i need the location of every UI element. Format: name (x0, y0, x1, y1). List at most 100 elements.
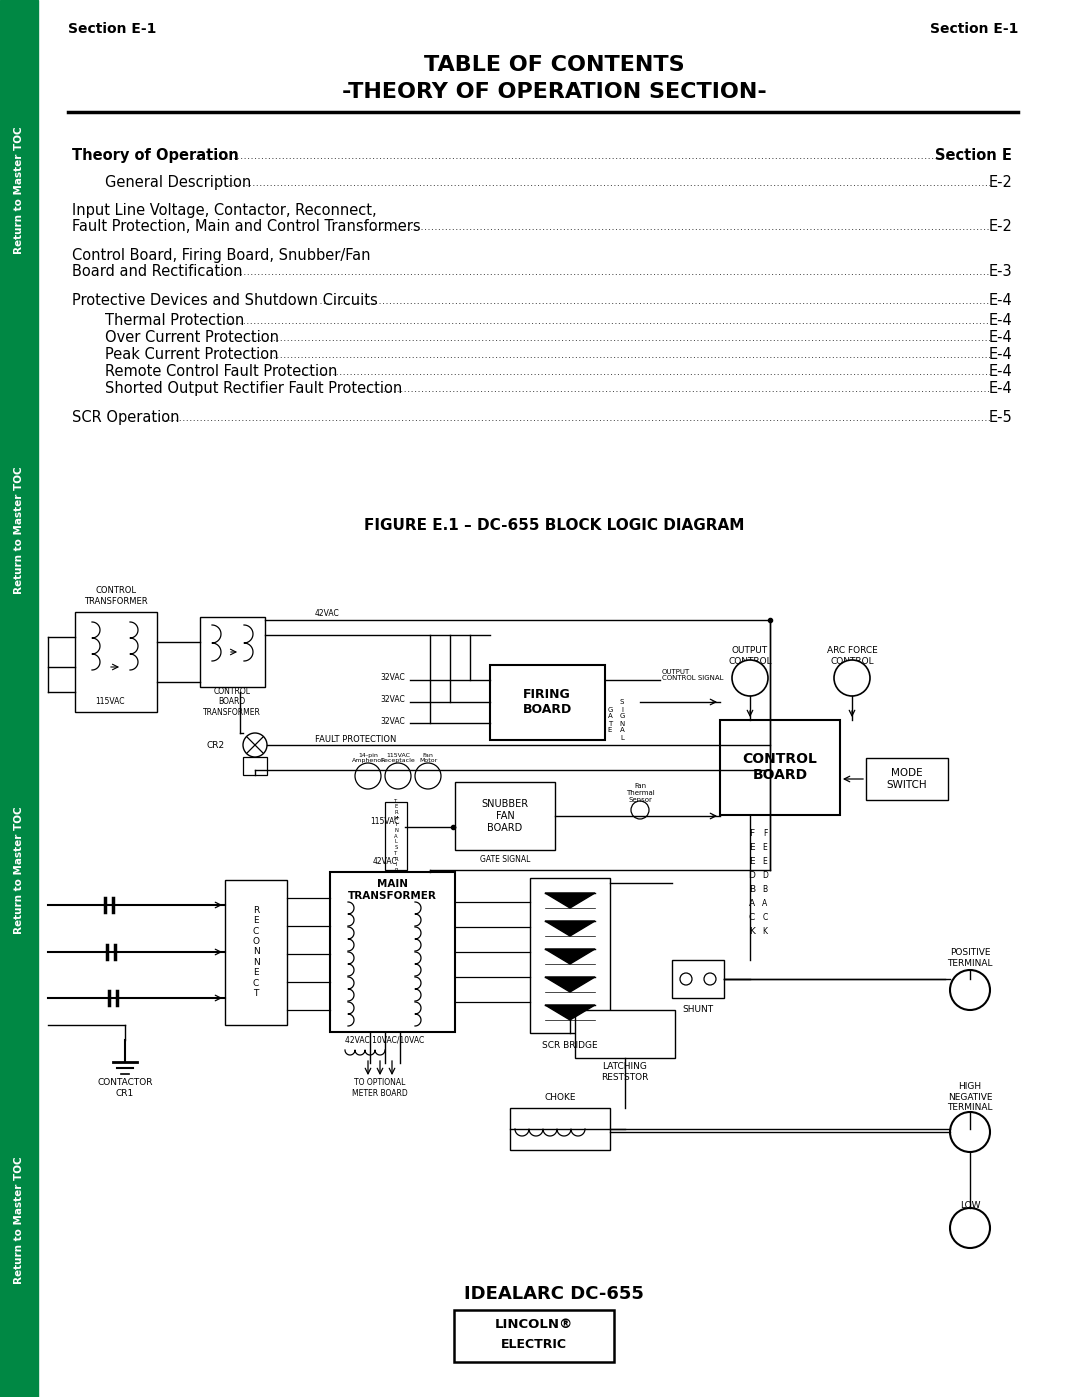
Bar (720, 719, 840, 814)
Text: E-3: E-3 (988, 264, 1012, 279)
Circle shape (834, 659, 870, 696)
Text: E-5: E-5 (988, 409, 1012, 425)
Text: Over Current Protection: Over Current Protection (105, 330, 279, 345)
Text: E-2: E-2 (988, 219, 1012, 235)
Text: Board and Rectification: Board and Rectification (72, 264, 243, 279)
Text: 115VAC: 115VAC (95, 697, 125, 707)
Circle shape (950, 970, 990, 1010)
Circle shape (355, 763, 381, 789)
Text: CONTROL
BOARD
TRANSFORMER: CONTROL BOARD TRANSFORMER (203, 687, 261, 717)
Bar (575, 1010, 675, 1058)
Text: Remote Control Fault Protection: Remote Control Fault Protection (105, 365, 337, 379)
Text: POSITIVE
TERMINAL: POSITIVE TERMINAL (947, 949, 993, 968)
Text: 42VAC: 42VAC (373, 858, 397, 866)
Polygon shape (545, 977, 595, 992)
Text: Return to Master TOC: Return to Master TOC (14, 126, 24, 254)
Text: GATE SIGNAL: GATE SIGNAL (480, 855, 530, 865)
Text: CONTACTOR
CR1: CONTACTOR CR1 (97, 1078, 152, 1098)
Text: LATCHING
RESTSTOR: LATCHING RESTSTOR (602, 1062, 649, 1081)
Text: S
I
G
N
A
L: S I G N A L (619, 700, 624, 740)
Text: MAIN
TRANSFORMER: MAIN TRANSFORMER (348, 879, 436, 901)
Text: 42VAC: 42VAC (315, 609, 340, 619)
Text: Control Board, Firing Board, Snubber/Fan: Control Board, Firing Board, Snubber/Fan (72, 249, 370, 263)
Text: OUTPUT
CONTROL: OUTPUT CONTROL (728, 647, 772, 666)
Circle shape (704, 972, 716, 985)
Text: Protective Devices and Shutdown Circuits: Protective Devices and Shutdown Circuits (72, 293, 378, 307)
Text: K: K (750, 926, 755, 936)
Text: TABLE OF CONTENTS: TABLE OF CONTENTS (423, 54, 685, 75)
Text: F: F (750, 828, 755, 837)
Bar (530, 877, 610, 1032)
Text: FIRING
BOARD: FIRING BOARD (523, 687, 571, 717)
Polygon shape (545, 949, 595, 964)
Bar (200, 617, 265, 687)
Text: E: E (762, 842, 768, 852)
Text: E: E (750, 842, 755, 852)
Bar (0, 0, 38, 1397)
Text: General Description: General Description (105, 175, 252, 190)
Text: Thermal Protection: Thermal Protection (105, 313, 244, 328)
Text: Return to Master TOC: Return to Master TOC (14, 1157, 24, 1284)
Text: SCR BRIDGE: SCR BRIDGE (542, 1041, 598, 1049)
Text: E-4: E-4 (988, 330, 1012, 345)
Bar (330, 872, 455, 1032)
Bar (455, 782, 555, 849)
Text: Peak Current Protection: Peak Current Protection (105, 346, 279, 362)
Text: LINCOLN®: LINCOLN® (495, 1317, 573, 1331)
Text: Section E-1: Section E-1 (930, 22, 1018, 36)
Text: SHUNT: SHUNT (683, 1006, 714, 1014)
Text: C: C (748, 912, 755, 922)
Text: K: K (762, 926, 768, 936)
Text: E-4: E-4 (988, 365, 1012, 379)
Text: TO OPTIONAL
METER BOARD: TO OPTIONAL METER BOARD (352, 1078, 408, 1098)
Text: F: F (762, 828, 767, 837)
Bar (75, 612, 157, 712)
Text: -THEORY OF OPERATION SECTION-: -THEORY OF OPERATION SECTION- (341, 82, 767, 102)
Text: Section E-1: Section E-1 (68, 22, 157, 36)
Circle shape (732, 659, 768, 696)
Text: Shorted Output Rectifier Fault Protection: Shorted Output Rectifier Fault Protectio… (105, 381, 402, 395)
Text: Return to Master TOC: Return to Master TOC (14, 467, 24, 594)
Text: CONTROL
TRANSFORMER: CONTROL TRANSFORMER (84, 587, 148, 606)
Text: CHOKE: CHOKE (544, 1094, 576, 1102)
Circle shape (243, 733, 267, 757)
Text: E-4: E-4 (988, 313, 1012, 328)
Text: Fan
Thermal
Sensor: Fan Thermal Sensor (625, 782, 654, 803)
Text: E-4: E-4 (988, 346, 1012, 362)
Polygon shape (545, 893, 595, 908)
Text: T
E
R
M
I
N
A
L
S
T
R
I
P: T E R M I N A L S T R I P (394, 799, 399, 873)
Bar (243, 757, 267, 775)
Circle shape (680, 972, 692, 985)
Text: HIGH
NEGATIVE
TERMINAL: HIGH NEGATIVE TERMINAL (947, 1083, 993, 1112)
Text: D: D (748, 870, 755, 880)
Bar (672, 960, 724, 997)
Text: E: E (762, 856, 768, 866)
Text: 32VAC: 32VAC (380, 696, 405, 704)
Text: LOW: LOW (960, 1201, 981, 1210)
Text: Fan
Motor: Fan Motor (419, 753, 437, 763)
Polygon shape (545, 921, 595, 936)
Text: R
E
C
O
N
N
E
C
T: R E C O N N E C T (253, 905, 259, 997)
Text: 42VAC 10VAC/10VAC: 42VAC 10VAC/10VAC (346, 1035, 424, 1045)
Circle shape (415, 763, 441, 789)
Circle shape (950, 1112, 990, 1153)
Bar (384, 802, 407, 870)
Text: C: C (762, 912, 768, 922)
Text: Input Line Voltage, Contactor, Reconnect,: Input Line Voltage, Contactor, Reconnect… (72, 203, 377, 218)
Text: CONTROL
BOARD: CONTROL BOARD (743, 752, 818, 782)
Text: A: A (762, 898, 768, 908)
Text: ELECTRIC: ELECTRIC (501, 1338, 567, 1351)
Text: OUTPUT
CONTROL SIGNAL: OUTPUT CONTROL SIGNAL (662, 669, 724, 682)
Text: CR2: CR2 (207, 740, 225, 750)
Text: A: A (748, 898, 755, 908)
Circle shape (631, 800, 649, 819)
Text: ARC FORCE
CONTROL: ARC FORCE CONTROL (826, 647, 877, 666)
Text: 115VAC: 115VAC (370, 817, 400, 827)
Text: SCR Operation: SCR Operation (72, 409, 179, 425)
Text: SNUBBER
FAN
BOARD: SNUBBER FAN BOARD (482, 799, 528, 833)
Text: G
A
T
E: G A T E (607, 707, 612, 733)
Text: B: B (762, 884, 768, 894)
Text: 115VAC
Receptacle: 115VAC Receptacle (380, 753, 416, 763)
Text: B: B (748, 884, 755, 894)
Polygon shape (545, 1004, 595, 1020)
